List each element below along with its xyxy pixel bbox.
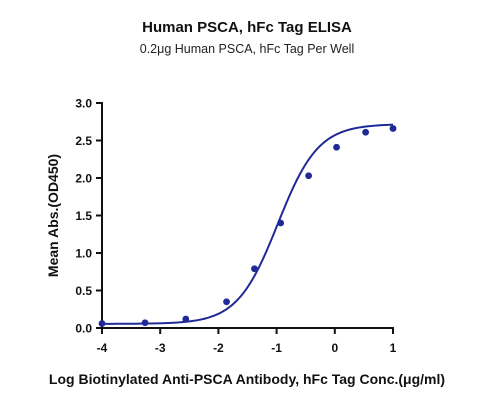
data-point [251,265,258,273]
data-point [389,125,397,132]
y-tick-label: 3.0 [75,97,92,111]
data-point [277,219,285,227]
y-tick-label: 2.0 [75,172,92,186]
y-tick-label: 2.5 [75,134,92,148]
y-axis-ticks: 0.0 0.5 1.0 1.5 2.0 2.5 3.0 [75,97,102,336]
data-point [305,172,313,180]
y-tick-label: 0.5 [75,284,92,298]
data-point [223,298,230,306]
y-tick-label: 1.0 [75,247,92,261]
data-point [141,319,149,327]
data-point [182,315,190,323]
x-tick-label: 1 [390,341,397,355]
x-tick-label: -1 [271,341,282,355]
y-axis-label: Mean Abs.(OD450) [45,154,61,277]
x-tick-label: -2 [213,341,224,355]
x-tick-label: -3 [155,341,166,355]
fit-curve [102,123,394,325]
chart-subtitle: 0.2μg Human PSCA, hFc Tag Per Well [140,42,354,56]
y-tick-label: 1.5 [75,209,92,223]
data-points [98,125,397,327]
x-axis-ticks: -4 -3 -2 -1 0 1 [97,328,397,355]
data-point [333,143,340,151]
chart-title: Human PSCA, hFc Tag ELISA [142,19,352,36]
axes [101,102,394,329]
x-tick-label: -4 [97,341,108,355]
data-point [98,320,106,327]
x-tick-label: 0 [331,341,338,355]
x-axis-label: Log Biotinylated Anti-PSCA Antibody, hFc… [49,371,445,387]
data-point [362,128,370,136]
y-tick-label: 0.0 [75,322,92,336]
